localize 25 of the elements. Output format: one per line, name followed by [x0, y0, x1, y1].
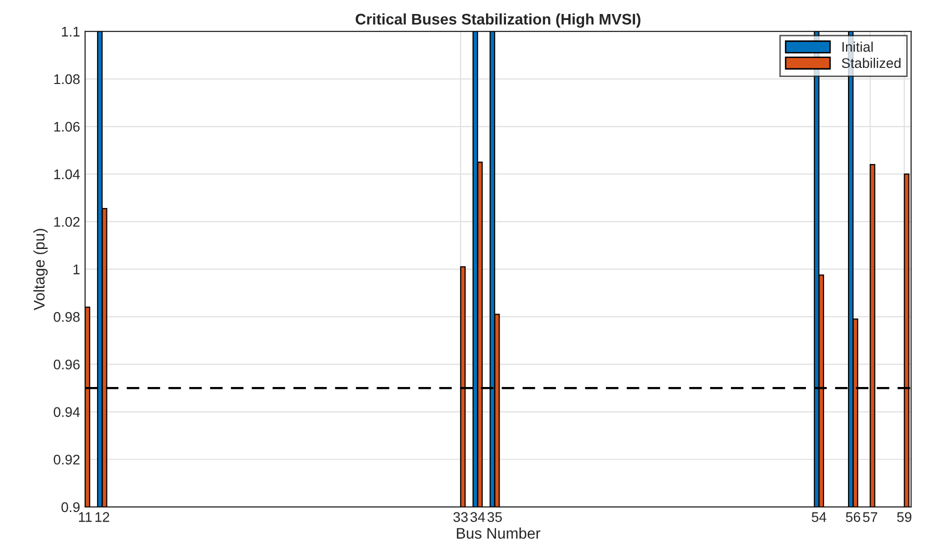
y-tick-label: 0.98 — [54, 312, 80, 322]
y-tick-label: 0.9 — [61, 502, 80, 512]
x-tick-label: 54 — [812, 512, 826, 522]
y-tick-label: 1.02 — [54, 216, 80, 227]
legend-label: Initial — [842, 42, 873, 52]
y-tick-label: 1.1 — [62, 26, 80, 36]
y-tick-label: 1.04 — [54, 169, 80, 180]
x-tick-label: 56 — [846, 512, 860, 522]
x-tick-label: 59 — [897, 512, 912, 522]
x-tick-label: 33 — [453, 512, 468, 522]
y-tick-label: 1.06 — [54, 122, 80, 132]
y-tick-label: 1 — [74, 264, 80, 274]
y-tick-label: 0.96 — [54, 360, 80, 370]
y-tick-label: 0.92 — [54, 454, 80, 465]
y-tick-label: 0.94 — [54, 407, 80, 417]
x-tick-label: 35 — [488, 512, 502, 522]
legend-label: Stabilized — [842, 58, 901, 68]
x-tick-label: 12 — [96, 512, 110, 522]
x-tick-label: 11 — [78, 512, 92, 522]
x-tick-label: 34 — [470, 512, 485, 522]
chart-title: Critical Buses Stabilization (High MVSI) — [356, 13, 640, 28]
y-tick-label: 1.08 — [54, 74, 80, 84]
x-tick-label: 57 — [862, 512, 878, 522]
x-axis-title: Bus Number — [456, 528, 540, 539]
y-axis-title: Voltage (pu) — [33, 228, 48, 310]
